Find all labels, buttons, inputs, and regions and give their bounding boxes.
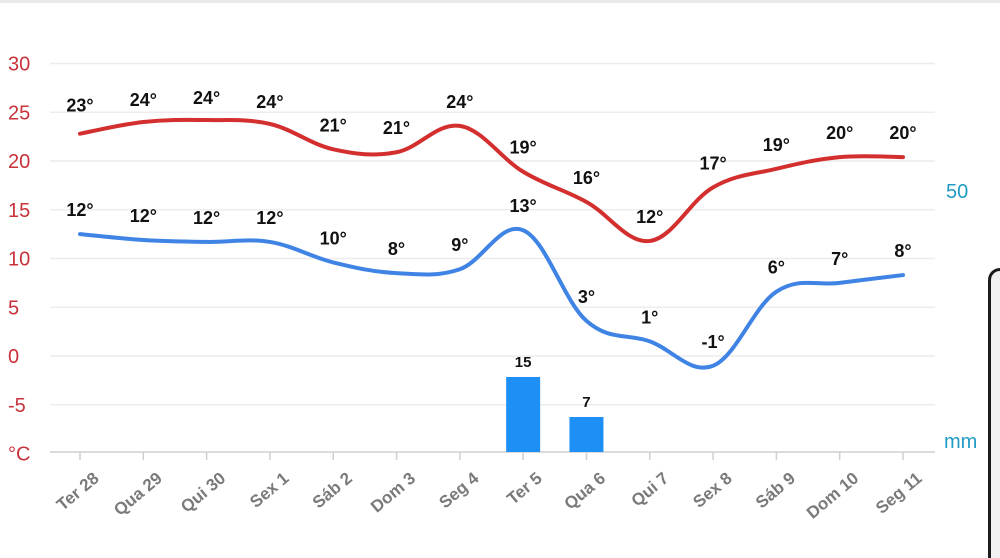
- precipitation-label: 15: [515, 354, 532, 371]
- precipitation-bars: [506, 377, 604, 452]
- y-tick-label: 5: [8, 297, 19, 319]
- min-temp-label: 3°: [578, 287, 595, 307]
- x-tick-label: Sáb 2: [309, 469, 356, 513]
- min-temp-label: 8°: [894, 241, 911, 261]
- min-temp-label: 12°: [66, 200, 93, 220]
- x-tick-label: Dom 10: [803, 469, 862, 523]
- data-labels: 15 7 23° 24° 24° 24° 21° 21° 24° 19° 16° 12° 17° 19° 2…: [66, 88, 916, 411]
- min-temp-label: 12°: [256, 208, 283, 228]
- x-tick-label: Ter 28: [53, 469, 103, 515]
- x-tick-label: Qui 7: [628, 469, 673, 511]
- precipitation-bar: [569, 417, 604, 452]
- x-tick-label: Ter 5: [503, 469, 545, 509]
- x-tick-label: Dom 3: [367, 469, 419, 517]
- top-divider: [0, 0, 1000, 3]
- max-temp-label: 24°: [256, 92, 283, 112]
- side-panel-handle[interactable]: [988, 268, 1000, 558]
- y2-tick-label: 50: [946, 181, 968, 203]
- min-temp-label: 1°: [641, 307, 658, 327]
- max-temp-label: 20°: [889, 123, 916, 143]
- x-tick-label: Qui 30: [177, 469, 229, 517]
- max-temp-label: 17°: [699, 153, 726, 173]
- x-tick-label: Qua 6: [561, 469, 609, 514]
- max-temp-label: 21°: [383, 118, 410, 138]
- temperature-lines: [78, 117, 905, 370]
- y-tick-label: 30: [8, 54, 30, 76]
- min-temp-label: 13°: [510, 196, 537, 216]
- precipitation-label: 7: [582, 394, 590, 411]
- precipitation-bar: [506, 377, 541, 452]
- min-temp-label: 10°: [320, 228, 347, 248]
- min-temp-label: 12°: [130, 206, 157, 226]
- min-temp-label: 12°: [193, 208, 220, 228]
- max-temp-label: 24°: [130, 90, 157, 110]
- max-temp-label: 20°: [826, 123, 853, 143]
- y-tick-label: 10: [8, 249, 30, 271]
- max-temp-label: 21°: [320, 115, 347, 135]
- max-temp-label: 24°: [193, 88, 220, 108]
- max-temp-label: 19°: [510, 138, 537, 158]
- max-temp-label: 24°: [446, 92, 473, 112]
- max-temperature-line: [78, 117, 905, 243]
- y2-unit-label: mm: [944, 431, 977, 453]
- min-temp-label: 8°: [388, 239, 405, 259]
- x-tick-label: Sex 8: [689, 469, 735, 512]
- y-tick-label: -5: [8, 395, 26, 417]
- min-temp-label: 6°: [768, 258, 785, 278]
- y-tick-label: °C: [8, 444, 30, 466]
- x-tick-label: Seg 11: [872, 469, 925, 518]
- min-temp-label: 9°: [451, 235, 468, 255]
- y-tick-label: 0: [8, 346, 19, 368]
- gridlines: [50, 62, 935, 460]
- max-temp-label: 23°: [66, 96, 93, 116]
- min-temp-label: 7°: [831, 249, 848, 269]
- x-tick-label: Sáb 9: [752, 469, 799, 513]
- min-temperature-line: [78, 226, 905, 370]
- x-tick-label: Sex 1: [246, 469, 292, 512]
- max-temp-label: 19°: [763, 135, 790, 155]
- y-tick-label: 15: [8, 200, 30, 222]
- min-temp-label: -1°: [701, 332, 724, 352]
- max-temp-label: 12°: [636, 207, 663, 227]
- y-tick-label: 25: [8, 102, 30, 124]
- x-tick-label: Seg 4: [435, 468, 482, 512]
- max-temp-label: 16°: [573, 168, 600, 188]
- y-tick-label: 20: [8, 151, 30, 173]
- x-tick-label: Qua 29: [110, 469, 166, 520]
